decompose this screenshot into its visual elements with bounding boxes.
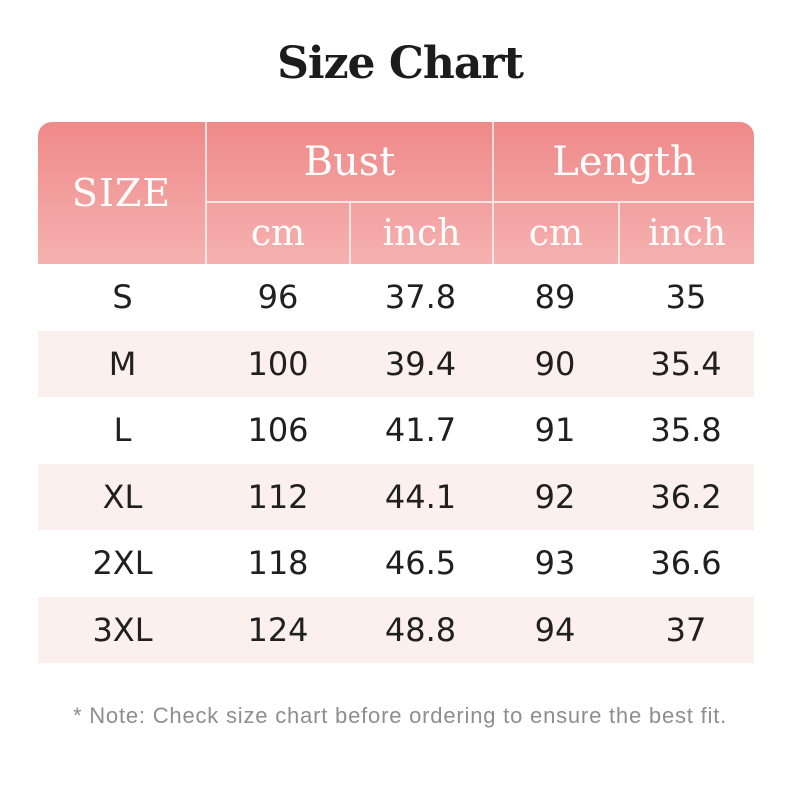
size-value: M bbox=[108, 344, 137, 383]
bust-inch-value: 46.5 bbox=[384, 544, 457, 583]
page-title: Size Chart bbox=[277, 38, 524, 89]
header-length-inch-label: inch bbox=[618, 203, 754, 264]
length-cm-value: 91 bbox=[534, 411, 576, 450]
bust-cm-value: 118 bbox=[247, 544, 309, 583]
table-header: SIZE Bust Length cm inch cm inch bbox=[38, 122, 754, 264]
size-chart-table: SIZE Bust Length cm inch cm inch S 96 37… bbox=[38, 122, 754, 663]
header-bust-inch-label: inch bbox=[349, 203, 492, 264]
bust-cm-value: 100 bbox=[247, 344, 309, 383]
bust-inch-value: 48.8 bbox=[384, 610, 457, 649]
bust-cm-value: 124 bbox=[247, 610, 309, 649]
table-body: S 96 37.8 89 35 M 100 39.4 90 35.4 L 106… bbox=[38, 264, 754, 663]
bust-inch-value: 41.7 bbox=[384, 411, 457, 450]
bust-cm-value: 106 bbox=[247, 411, 309, 450]
length-cm-value: 89 bbox=[534, 278, 576, 317]
table-row: 3XL 124 48.8 94 37 bbox=[38, 596, 754, 663]
bust-inch-value: 39.4 bbox=[384, 344, 457, 383]
length-inch-value: 35 bbox=[665, 278, 707, 317]
table-row: S 96 37.8 89 35 bbox=[38, 264, 754, 331]
header-size-label: SIZE bbox=[38, 122, 207, 264]
size-value: L bbox=[113, 411, 132, 450]
bust-cm-value: 112 bbox=[247, 477, 309, 516]
length-cm-value: 92 bbox=[534, 477, 576, 516]
header-bust-cm-label: cm bbox=[250, 213, 306, 254]
table-row: 2XL 118 46.5 93 36.6 bbox=[38, 530, 754, 597]
length-cm-value: 90 bbox=[534, 344, 576, 383]
bust-inch-value: 37.8 bbox=[384, 278, 457, 317]
size-value: 2XL bbox=[92, 544, 153, 583]
header-bust-label: Bust bbox=[207, 122, 492, 203]
bust-inch-value: 44.1 bbox=[384, 477, 457, 516]
table-row: M 100 39.4 90 35.4 bbox=[38, 330, 754, 397]
table-row: L 106 41.7 91 35.8 bbox=[38, 397, 754, 464]
length-inch-value: 37 bbox=[665, 610, 707, 649]
length-cm-value: 93 bbox=[534, 544, 576, 583]
bust-cm-value: 96 bbox=[257, 278, 299, 317]
length-inch-value: 36.6 bbox=[650, 544, 722, 583]
note-text: * Note: Check size chart before ordering… bbox=[72, 703, 728, 728]
header-length-label: Length bbox=[492, 122, 754, 203]
length-inch-value: 35.4 bbox=[650, 344, 722, 383]
length-inch-value: 36.2 bbox=[650, 477, 722, 516]
header-length-cm-label: cm bbox=[492, 203, 618, 264]
length-inch-value: 35.8 bbox=[650, 411, 722, 450]
table-row: XL 112 44.1 92 36.2 bbox=[38, 463, 754, 530]
size-value: 3XL bbox=[92, 610, 153, 649]
size-value: S bbox=[112, 278, 133, 317]
size-value: XL bbox=[102, 477, 143, 516]
length-cm-value: 94 bbox=[534, 610, 576, 649]
